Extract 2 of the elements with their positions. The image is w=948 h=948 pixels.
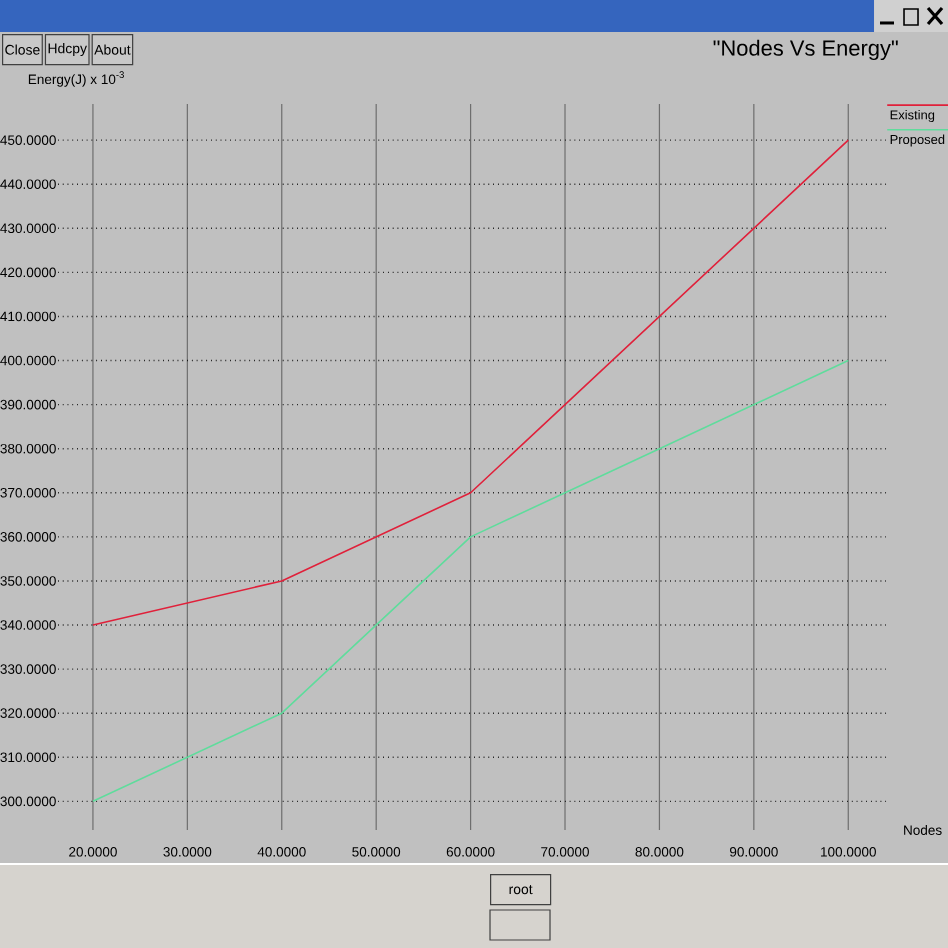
chart-title: "Nodes Vs Energy" (713, 39, 898, 61)
line-series (92, 359, 850, 803)
